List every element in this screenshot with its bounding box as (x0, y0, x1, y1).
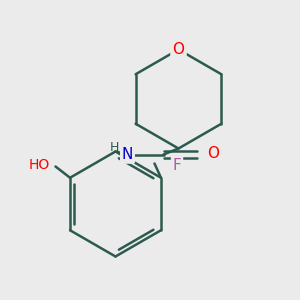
Text: F: F (172, 158, 182, 172)
Text: HO: HO (28, 158, 50, 172)
Text: O: O (207, 146, 219, 160)
Text: N: N (122, 147, 133, 162)
Text: O: O (172, 42, 184, 57)
Text: H: H (109, 141, 119, 154)
